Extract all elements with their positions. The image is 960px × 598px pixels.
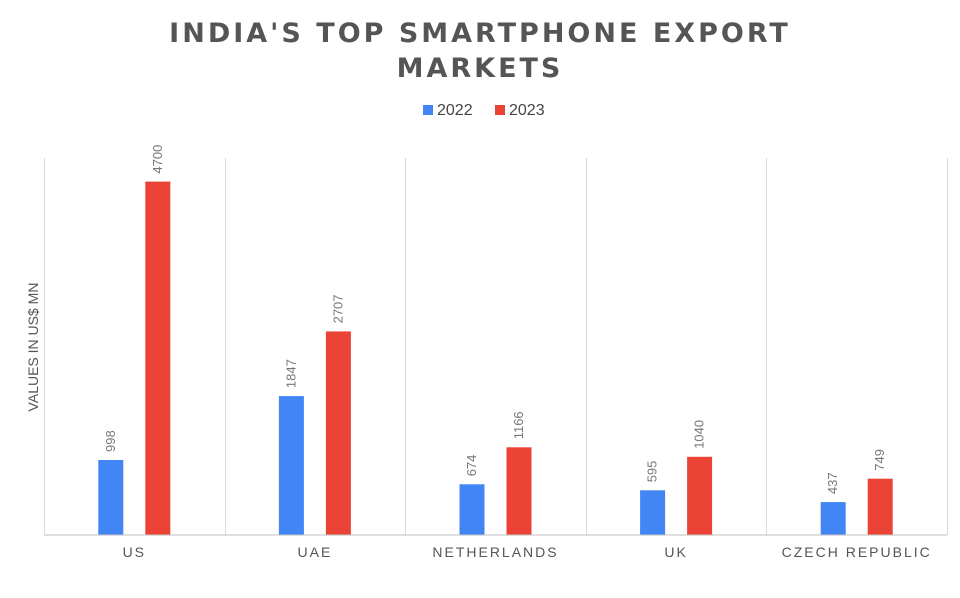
data-label-uk-2023: 1040	[692, 420, 707, 449]
category-label-netherlands: NETHERLANDS	[432, 544, 558, 560]
bar-uae-2022	[278, 396, 304, 535]
chart-title-line-1: INDIA'S TOP SMARTPHONE EXPORT	[169, 18, 791, 49]
data-label-czech-republic-2023: 749	[872, 449, 887, 471]
bar-uk-2022	[640, 490, 666, 535]
data-label-us-2023: 4700	[150, 145, 165, 174]
category-label-uae: UAE	[298, 544, 333, 560]
data-label-uae-2023: 2707	[330, 294, 345, 323]
data-label-netherlands-2022: 674	[464, 455, 479, 477]
data-label-us-2022: 998	[103, 430, 118, 452]
y-axis-label: VALUES IN US$ MN	[25, 283, 41, 412]
bar-uae-2023	[325, 331, 351, 535]
category-label-us: US	[123, 544, 146, 560]
category-gridlines	[44, 158, 948, 535]
data-label-uae-2022: 1847	[283, 359, 298, 388]
category-labels: US UAE NETHERLANDS UK CZECH REPUBLIC	[123, 544, 932, 560]
data-label-uk-2022: 595	[645, 461, 660, 483]
legend-label-2023: 2023	[509, 102, 545, 119]
legend-swatch-2023	[495, 105, 505, 115]
data-label-netherlands-2023: 1166	[511, 411, 526, 439]
bar-netherlands-2022	[459, 484, 485, 535]
bar-czech-republic-2023	[867, 478, 893, 535]
legend: 2022 2023	[423, 102, 545, 119]
bar-czech-republic-2022	[820, 502, 846, 535]
chart-title-line-2: MARKETS	[397, 53, 564, 84]
bar-uk-2023	[687, 456, 713, 535]
data-label-czech-republic-2022: 437	[825, 472, 840, 494]
category-label-czech-republic: CZECH REPUBLIC	[782, 544, 932, 560]
bar-us-2023	[145, 181, 171, 535]
category-label-uk: UK	[664, 544, 687, 560]
bar-us-2022	[98, 460, 124, 535]
legend-label-2022: 2022	[437, 102, 473, 119]
data-labels: 998 4700 1847 2707 674 1166 595 1040 437 749	[103, 145, 887, 494]
legend-swatch-2022	[423, 105, 433, 115]
bar-netherlands-2023	[506, 447, 532, 535]
bars	[98, 181, 893, 535]
